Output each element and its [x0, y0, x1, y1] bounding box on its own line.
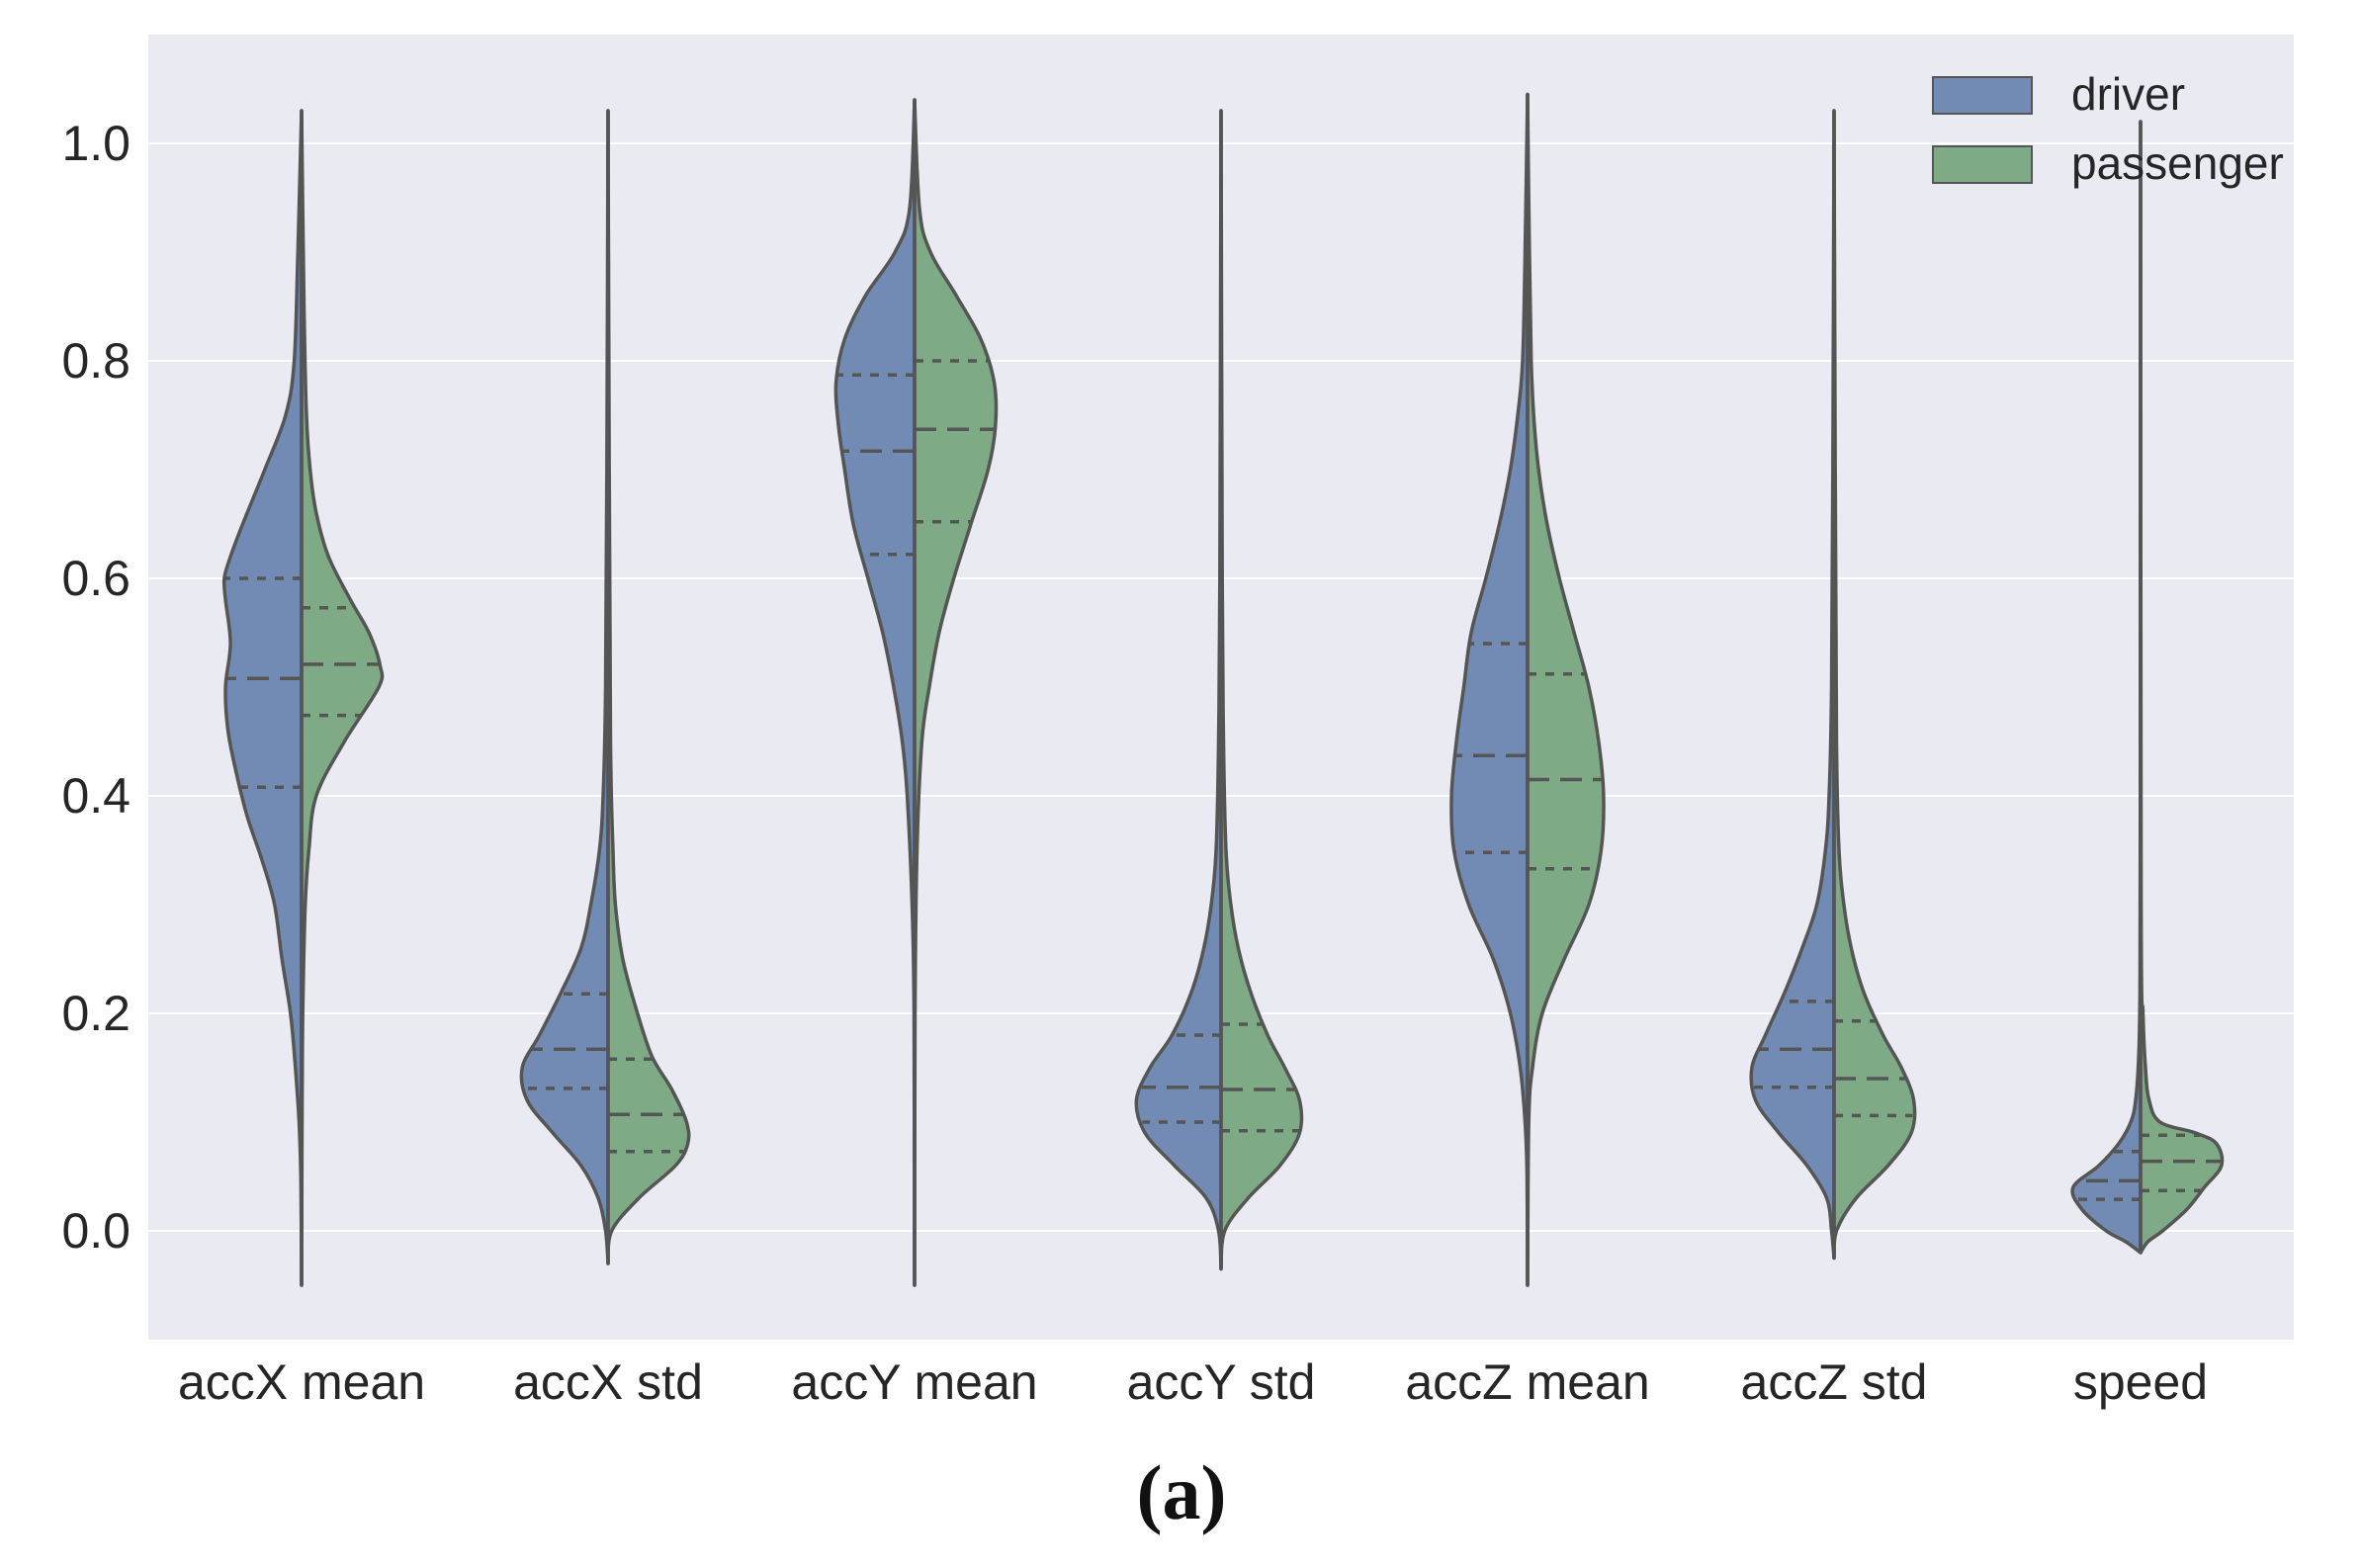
- legend: driver passenger: [1932, 68, 2284, 189]
- x-tick-label: accZ mean: [1405, 1354, 1649, 1410]
- violin-half-driver: [1449, 92, 1530, 1287]
- axes: 0.0 0.2 0.4 0.6 0.8 1.0 accX mean accX std accY …: [61, 116, 2208, 1410]
- violin-half-driver: [221, 109, 304, 1287]
- y-tick-label: 0.2: [61, 986, 131, 1041]
- y-tick-label: 0.4: [61, 768, 131, 824]
- legend-swatch-passenger: [1932, 145, 2033, 184]
- figure-caption: (a): [1136, 1449, 1227, 1535]
- y-tick-label: 1.0: [61, 116, 131, 171]
- legend-label-passenger: passenger: [2071, 137, 2284, 189]
- x-tick-label: accX std: [513, 1354, 703, 1410]
- x-tick-label: accY mean: [791, 1354, 1037, 1410]
- x-tick-label: accX mean: [178, 1354, 425, 1410]
- violins: [221, 92, 2225, 1287]
- x-tick-label: speed: [2073, 1354, 2208, 1410]
- x-tick-label: accY std: [1127, 1354, 1316, 1410]
- y-tick-label: 0.6: [61, 551, 131, 606]
- x-tick-label: accZ std: [1741, 1354, 1928, 1410]
- legend-label-driver: driver: [2071, 68, 2185, 120]
- violin-half-driver: [833, 98, 917, 1287]
- y-tick-label: 0.0: [61, 1203, 131, 1259]
- y-tick-label: 0.8: [61, 333, 131, 389]
- legend-swatch-driver: [1932, 76, 2033, 115]
- violin-half-passenger: [1526, 92, 1606, 1287]
